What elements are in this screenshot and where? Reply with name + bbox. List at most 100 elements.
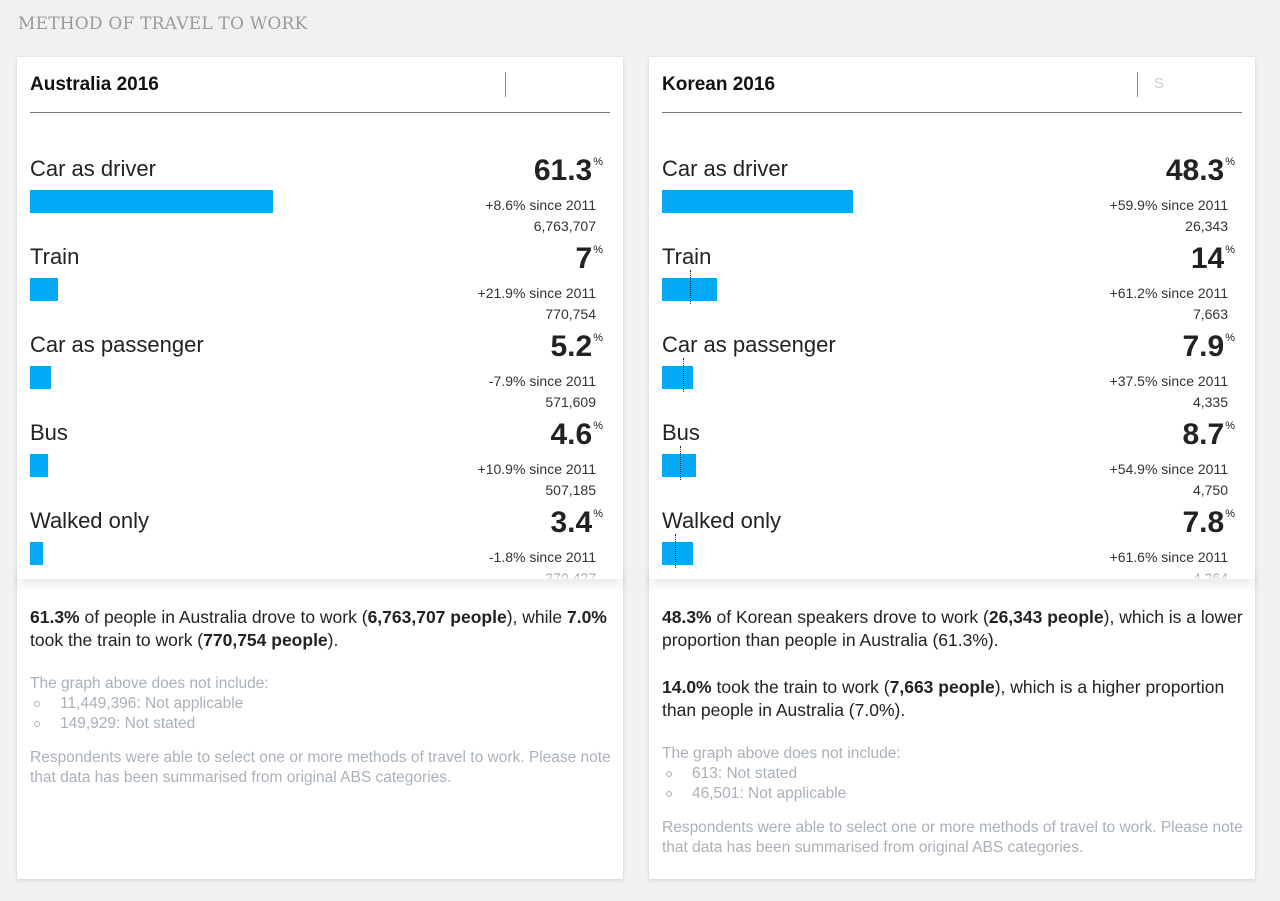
summary-highlight: 14.0% [662, 677, 712, 697]
people-count: 4,750 [1192, 482, 1228, 498]
summary-text: of Korean speakers drove to work ( [711, 607, 989, 627]
footnote: Respondents were able to select one or m… [662, 819, 1243, 856]
percent-value: 4.6% [551, 418, 604, 452]
percent-symbol: % [593, 420, 603, 432]
method-label: Train [662, 244, 712, 269]
card-header: Korean 2016 S [662, 57, 1242, 113]
percent-number: 61.3 [533, 154, 593, 187]
header-divider [505, 72, 506, 97]
method-label: Car as passenger [30, 332, 204, 357]
percent-symbol: % [1225, 332, 1235, 344]
percent-symbol: % [593, 332, 603, 344]
percent-number: 7.9 [1182, 330, 1225, 363]
percent-value: 48.3% [1166, 154, 1235, 188]
summary-text: ). [327, 630, 339, 650]
scroll-fade [17, 567, 623, 579]
summary-highlight: 6,763,707 people [367, 607, 507, 627]
exclusion-item: 46,501: Not applicable [662, 784, 1245, 804]
people-count: 571,609 [545, 394, 596, 410]
summary-text: took the train to work ( [711, 677, 890, 697]
percent-value: 7.9% [1183, 330, 1236, 364]
change-since-2011: +8.6% since 2011 [485, 197, 596, 213]
percent-bar [662, 190, 854, 213]
compare-select[interactable]: S [1154, 75, 1165, 92]
australia-comparison-marker [675, 534, 677, 568]
summary-text: of people in Australia drove to work ( [79, 607, 368, 627]
australia-comparison-marker [682, 358, 684, 392]
scroll-fade [649, 567, 1255, 579]
summary-highlight: 48.3% [662, 607, 712, 627]
change-since-2011: +10.9% since 2011 [477, 461, 596, 477]
percent-symbol: % [1225, 420, 1235, 432]
method-label: Walked only [30, 508, 150, 533]
percent-symbol: % [1225, 156, 1235, 168]
change-since-2011: -1.8% since 2011 [488, 549, 596, 565]
list-item: Train 14% +61.2% since 2011 7,663 [662, 240, 1235, 328]
change-since-2011: +61.2% since 2011 [1109, 285, 1228, 301]
percent-value: 5.2% [551, 330, 604, 364]
section-title: METHOD OF TRAVEL TO WORK [18, 14, 308, 34]
card-header: Australia 2016 [30, 57, 610, 113]
people-count: 4,335 [1192, 394, 1228, 410]
comparison-card: Australia 2016 Car as driver 61.3% +8.6% si… [17, 57, 623, 879]
percent-number: 48.3 [1165, 154, 1225, 187]
percent-number: 7 [575, 242, 593, 275]
summary-paragraph: 61.3% of people in Australia drove to wo… [30, 606, 613, 652]
percent-number: 3.4 [550, 506, 593, 539]
summary-highlight: 770,754 people [203, 630, 328, 650]
exclusions-list: 613: Not stated 46,501: Not applicable [662, 764, 1245, 804]
change-since-2011: +61.6% since 2011 [1109, 549, 1228, 565]
change-since-2011: +21.9% since 2011 [477, 285, 596, 301]
method-label: Train [30, 244, 80, 269]
percent-number: 14 [1190, 242, 1225, 275]
travel-method-list[interactable]: Car as driver 61.3% +8.6% since 2011 6,763,… [30, 152, 603, 579]
list-item: Train 7% +21.9% since 2011 770,754 [30, 240, 603, 328]
method-label: Car as passenger [662, 332, 836, 357]
method-label: Bus [662, 420, 700, 445]
summary: 48.3% of Korean speakers drove to work (… [662, 606, 1245, 858]
change-since-2011: +37.5% since 2011 [1109, 373, 1228, 389]
percent-symbol: % [593, 244, 603, 256]
percent-number: 7.8 [1182, 506, 1225, 539]
summary-paragraph: 14.0% took the train to work (7,663 peop… [662, 676, 1245, 722]
method-label: Walked only [662, 508, 782, 533]
summary-paragraph: 48.3% of Korean speakers drove to work (… [662, 606, 1245, 652]
percent-symbol: % [1225, 244, 1235, 256]
percent-value: 14% [1191, 242, 1235, 276]
exclusions: The graph above does not include: 613: No… [662, 744, 1245, 804]
percent-value: 61.3% [534, 154, 603, 188]
footnote: Respondents were able to select one or m… [30, 749, 611, 786]
list-item: Car as driver 48.3% +59.9% since 2011 26,34… [662, 152, 1235, 240]
card-title: Korean 2016 [662, 74, 776, 95]
list-item: Car as passenger 5.2% -7.9% since 2011 571,… [30, 328, 603, 416]
percent-value: 7% [576, 242, 603, 276]
exclusions-list: 11,449,396: Not applicable 149,929: Not s… [30, 694, 613, 734]
method-label: Bus [30, 420, 68, 445]
header-divider [1137, 72, 1138, 97]
people-count: 507,185 [545, 482, 596, 498]
percent-number: 4.6 [550, 418, 593, 451]
exclusions-heading: The graph above does not include: [30, 675, 269, 692]
list-item: Bus 4.6% +10.9% since 2011 507,185 [30, 416, 603, 504]
percent-bar [662, 366, 694, 389]
people-count: 26,343 [1185, 218, 1228, 234]
method-label: Car as driver [662, 156, 788, 181]
summary: 61.3% of people in Australia drove to wo… [30, 606, 613, 788]
exclusion-item: 613: Not stated [662, 764, 1245, 784]
percent-bar [30, 542, 44, 565]
people-count: 7,663 [1192, 306, 1228, 322]
percent-symbol: % [1225, 508, 1235, 520]
people-count: 770,754 [545, 306, 596, 322]
list-item: Bus 8.7% +54.9% since 2011 4,750 [662, 416, 1235, 504]
exclusions: The graph above does not include: 11,449,… [30, 674, 613, 734]
travel-method-list[interactable]: Car as driver 48.3% +59.9% since 2011 26,34… [662, 152, 1235, 579]
summary-text: ), which is a lower proportion than peop… [662, 607, 1243, 650]
summary-highlight: 7.0% [566, 607, 607, 627]
exclusion-item: 149,929: Not stated [30, 714, 613, 734]
card-title: Australia 2016 [30, 74, 159, 95]
percent-number: 8.7 [1182, 418, 1225, 451]
summary-text: ), which is a higher proportion than peo… [662, 677, 1225, 720]
percent-number: 5.2 [550, 330, 593, 363]
method-label: Car as driver [30, 156, 156, 181]
